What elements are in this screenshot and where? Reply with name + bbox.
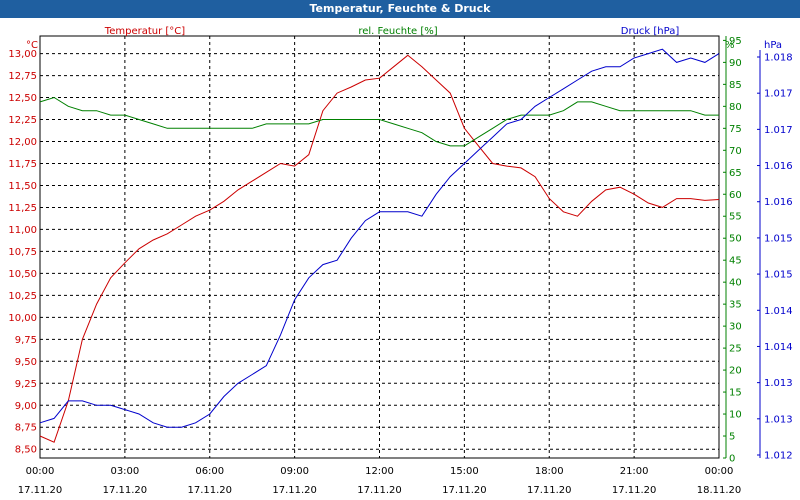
y-left-tick-label: 10,75 <box>8 247 37 258</box>
y-right-inner-tick-label: 55 <box>729 212 742 223</box>
x-tick-time: 00:00 <box>705 466 734 477</box>
y-right-inner-tick-label: 20 <box>729 366 742 377</box>
y-left-tick-label: 13,00 <box>8 49 37 60</box>
y-right-outer-tick-label: 1.016 <box>764 161 793 172</box>
y-right-inner-tick-label: 10 <box>729 410 742 421</box>
y-right-inner-tick-label: 40 <box>729 278 742 289</box>
x-tick-time: 18:00 <box>535 466 564 477</box>
y-right-outer-tick-label: 1.015 <box>764 233 793 244</box>
y-left-tick-label: 12,50 <box>8 93 37 104</box>
plot-frame <box>39 35 720 459</box>
y-right-inner-tick-label: 60 <box>729 190 742 201</box>
y-right-inner-tick-label: 65 <box>729 168 742 179</box>
y-right-outer-unit: hPa <box>764 40 782 51</box>
y-right-inner-tick-label: 45 <box>729 256 742 267</box>
y-left-tick-label: 11,50 <box>8 181 37 192</box>
y-right-inner-tick-label: 75 <box>729 124 742 135</box>
y-right-inner-tick-label: 35 <box>729 300 742 311</box>
y-right-inner-tick-label: 80 <box>729 102 742 113</box>
x-tick-time: 12:00 <box>365 466 394 477</box>
y-left-unit: °C <box>26 40 38 51</box>
y-right-outer-tick-label: 1.016 <box>764 197 793 208</box>
y-left-tick-label: 9,25 <box>15 379 37 390</box>
x-tick-date: 18.11.20 <box>697 485 742 496</box>
y-right-outer-tick-label: 1.013 <box>764 414 793 425</box>
y-left-tick-label: 11,25 <box>8 203 37 214</box>
x-tick-date: 17.11.20 <box>357 485 402 496</box>
x-tick-time: 00:00 <box>26 466 55 477</box>
y-right-outer-tick-label: 1.017 <box>764 125 793 136</box>
x-tick-time: 06:00 <box>195 466 224 477</box>
x-tick-time: 21:00 <box>620 466 649 477</box>
x-tick-time: 15:00 <box>450 466 479 477</box>
y-left-tick-label: 11,00 <box>8 225 37 236</box>
y-right-inner-tick-label: 25 <box>729 344 742 355</box>
x-tick-date: 17.11.20 <box>103 485 148 496</box>
y-left-tick-label: 12,25 <box>8 115 37 126</box>
x-tick-date: 17.11.20 <box>442 485 487 496</box>
chart-title: Temperatur, Feuchte & Druck <box>0 0 800 18</box>
y-right-inner-tick-label: 5 <box>729 432 735 443</box>
y-right-inner-tick-label: 30 <box>729 322 742 333</box>
y-right-inner-tick-label: 0 <box>729 454 735 465</box>
y-right-outer-tick-label: 1.015 <box>764 270 793 281</box>
x-tick-date: 17.11.20 <box>612 485 657 496</box>
x-tick-date: 17.11.20 <box>18 485 63 496</box>
y-left-tick-label: 12,00 <box>8 137 37 148</box>
y-right-inner-tick-label: 15 <box>729 388 742 399</box>
y-left-tick-label: 12,75 <box>8 71 37 82</box>
y-right-outer-tick-label: 1.017 <box>764 89 793 100</box>
y-left-tick-label: 10,00 <box>8 313 37 324</box>
y-right-inner-tick-label: 95 <box>729 36 742 47</box>
x-tick-time: 03:00 <box>110 466 139 477</box>
y-right-outer-tick-label: 1.014 <box>764 306 793 317</box>
x-tick-time: 09:00 <box>280 466 309 477</box>
series-temperature-line <box>39 54 720 443</box>
y-left-tick-label: 10,50 <box>8 269 37 280</box>
y-left-tick-label: 10,25 <box>8 291 37 302</box>
y-right-outer-tick-label: 1.013 <box>764 378 793 389</box>
y-right-inner-tick-label: 85 <box>729 80 742 91</box>
series-humidity-line <box>39 96 719 147</box>
y-left-tick-label: 9,00 <box>15 401 37 412</box>
y-right-outer-tick-label: 1.018 <box>764 53 793 64</box>
x-tick-date: 17.11.20 <box>272 485 317 496</box>
y-right-inner-tick-label: 90 <box>729 58 742 69</box>
series-pressure-line <box>39 48 720 428</box>
y-right-inner-tick-label: 70 <box>729 146 742 157</box>
y-left-tick-label: 9,75 <box>15 335 37 346</box>
y-left-tick-label: 11,75 <box>8 159 37 170</box>
y-right-inner-unit: % <box>725 40 735 51</box>
legend-humidity: rel. Feuchte [%] <box>358 26 437 37</box>
y-right-inner-tick-label: 50 <box>729 234 742 245</box>
y-left-tick-label: 8,75 <box>15 423 37 434</box>
x-tick-date: 17.11.20 <box>527 485 572 496</box>
legend-temperature: Temperatur [°C] <box>104 26 185 37</box>
legend-pressure: Druck [hPa] <box>621 26 680 37</box>
x-tick-date: 17.11.20 <box>187 485 232 496</box>
y-left-tick-label: 8,50 <box>15 445 37 456</box>
y-right-outer-tick-label: 1.012 <box>764 451 793 462</box>
y-right-outer-tick-label: 1.014 <box>764 342 793 353</box>
y-left-tick-label: 9,50 <box>15 357 37 368</box>
